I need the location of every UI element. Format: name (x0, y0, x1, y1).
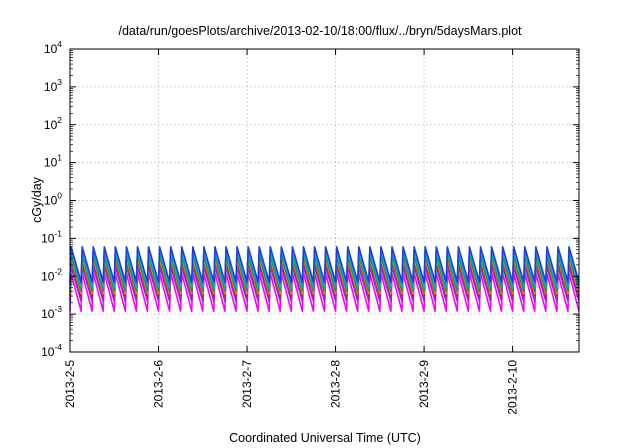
y-tick-base: 10 (44, 80, 58, 94)
y-tick-base: 10 (41, 345, 55, 359)
x-tick-label: 2013-2-9 (417, 360, 431, 408)
y-tick-label: 10-3 (41, 304, 62, 321)
y-tick-exponent: 1 (57, 153, 62, 163)
y-tick-base: 10 (44, 194, 58, 208)
y-tick-label: 102 (44, 115, 62, 132)
y-tick-base: 10 (44, 42, 58, 56)
y-tick-label: 10-2 (41, 266, 62, 283)
series-line-7 (69, 272, 580, 312)
y-tick-base: 10 (41, 307, 55, 321)
y-tick-base: 10 (41, 231, 55, 245)
y-tick-exponent: 0 (57, 191, 62, 201)
series-line-3 (69, 254, 580, 293)
y-tick-label: 104 (44, 39, 62, 56)
y-tick-label: 101 (44, 153, 62, 170)
y-tick-base: 10 (41, 269, 55, 283)
series-group (69, 245, 580, 312)
y-tick-exponent: -3 (54, 304, 62, 314)
y-tick-exponent: 3 (57, 77, 62, 87)
y-tick-exponent: -1 (54, 228, 62, 238)
series-line-0 (69, 245, 580, 283)
chart-title: /data/run/goesPlots/archive/2013-02-10/1… (118, 24, 522, 38)
x-tick-label: 2013-2-10 (506, 360, 520, 415)
x-tick-label: 2013-2-7 (240, 360, 254, 408)
x-tick-label: 2013-2-8 (329, 360, 343, 408)
y-tick-label: 100 (44, 191, 62, 208)
y-tick-base: 10 (44, 156, 58, 170)
x-tick-label: 2013-2-5 (63, 360, 77, 408)
y-tick-exponent: 2 (57, 115, 62, 125)
y-tick-label: 10-1 (41, 228, 62, 245)
y-tick-exponent: -4 (54, 342, 62, 352)
y-tick-label: 10-4 (41, 342, 62, 359)
x-axis-label: Coordinated Universal Time (UTC) (229, 431, 421, 445)
series-line-6 (69, 265, 580, 302)
y-tick-base: 10 (44, 118, 58, 132)
y-tick-label: 103 (44, 77, 62, 94)
x-tick-label: 2013-2-6 (152, 360, 166, 408)
y-axis-label: cGy/day (30, 176, 44, 223)
y-tick-exponent: 4 (57, 39, 62, 49)
x-axis: 2013-2-5 2013-2-6 2013-2-7 2013-2-8 2013-2-9… (63, 49, 520, 415)
y-tick-exponent: -2 (54, 266, 62, 276)
